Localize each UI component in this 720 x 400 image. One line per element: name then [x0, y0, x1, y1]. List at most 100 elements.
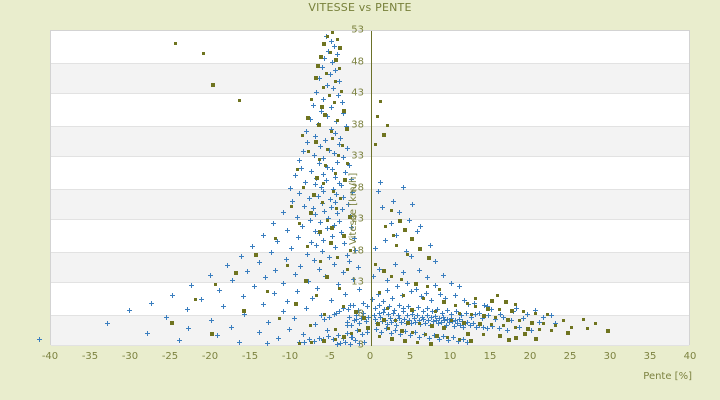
x-tick-label: 25	[564, 351, 577, 362]
data-point-blue	[377, 303, 382, 308]
data-point-blue	[343, 292, 348, 297]
data-point-blue	[514, 306, 519, 311]
data-point-olive	[498, 308, 501, 311]
data-point-olive	[322, 42, 326, 46]
data-point-blue	[392, 308, 397, 313]
data-point-blue	[303, 180, 308, 185]
data-point-blue	[261, 302, 266, 307]
data-point-olive	[320, 105, 324, 109]
data-point-blue	[401, 306, 406, 311]
data-point-olive	[306, 116, 310, 120]
data-point-blue	[149, 301, 154, 306]
y-tick-label: 8	[334, 308, 364, 319]
y-tick-label: 48	[334, 56, 364, 67]
data-point-blue	[318, 220, 323, 225]
data-point-blue	[321, 172, 326, 177]
data-point-blue	[416, 305, 421, 310]
data-point-blue	[339, 230, 344, 235]
data-point-blue	[185, 307, 190, 312]
data-point-olive	[324, 164, 327, 167]
data-point-blue	[489, 307, 494, 312]
data-point-blue	[482, 303, 487, 308]
y-tick-label: 13	[334, 277, 364, 288]
data-point-blue	[438, 292, 443, 297]
data-point-blue	[285, 299, 290, 304]
data-point-blue	[275, 239, 280, 244]
data-point-blue	[419, 294, 424, 299]
x-tick-label: -30	[122, 351, 138, 362]
data-point-blue	[314, 176, 319, 181]
data-point-blue	[321, 238, 326, 243]
data-point-olive	[384, 225, 387, 228]
data-point-olive	[202, 52, 205, 55]
data-point-blue	[428, 243, 433, 248]
data-point-blue	[317, 161, 322, 166]
data-point-blue	[418, 224, 423, 229]
data-point-blue	[425, 306, 430, 311]
scatter-chart: VITESSE vs PENTE 3 8 13 18 23 28 33 38 43 48 53 -4…	[0, 0, 720, 400]
data-point-olive	[442, 300, 446, 304]
data-point-olive	[510, 309, 514, 313]
x-tick-label: 20	[524, 351, 537, 362]
data-point-blue	[310, 296, 315, 301]
data-point-olive	[298, 222, 301, 225]
x-tick-label: 5	[407, 351, 413, 362]
x-tick-label: 40	[684, 351, 697, 362]
data-point-blue	[373, 246, 378, 251]
data-point-olive	[346, 162, 349, 165]
data-point-blue	[271, 221, 276, 226]
data-point-blue	[383, 238, 388, 243]
data-point-blue	[261, 233, 266, 238]
data-point-olive	[434, 310, 437, 313]
data-point-blue	[433, 283, 438, 288]
data-point-blue	[357, 287, 362, 292]
data-point-blue	[250, 244, 255, 249]
data-point-blue	[241, 294, 246, 299]
data-point-olive	[318, 158, 321, 161]
data-point-olive	[378, 291, 381, 294]
y-axis-label: Vitesse [km/h]	[348, 173, 359, 245]
data-point-blue	[365, 304, 370, 309]
data-point-olive	[426, 285, 429, 288]
data-point-blue	[414, 287, 419, 292]
x-tick-label: -5	[325, 351, 335, 362]
data-point-blue	[409, 289, 414, 294]
data-point-olive	[336, 38, 339, 41]
data-point-olive	[315, 294, 318, 297]
data-point-olive	[410, 237, 414, 241]
y-tick-label: 3	[334, 340, 364, 351]
data-point-olive	[466, 302, 469, 305]
data-point-blue	[390, 296, 395, 301]
data-point-blue	[445, 308, 450, 313]
x-tick-label: 15	[484, 351, 497, 362]
data-point-blue	[332, 44, 337, 49]
data-point-olive	[310, 98, 313, 101]
x-tick-label: 30	[604, 351, 617, 362]
data-point-blue	[361, 301, 366, 306]
data-point-olive	[522, 310, 525, 313]
data-point-blue	[325, 226, 330, 231]
data-point-blue	[300, 224, 305, 229]
y-tick-label: 53	[334, 25, 364, 36]
data-point-olive	[418, 247, 422, 251]
data-point-olive	[306, 245, 309, 248]
data-point-blue	[376, 292, 381, 297]
data-point-blue	[313, 182, 318, 187]
data-point-olive	[422, 297, 425, 300]
data-point-blue	[389, 221, 394, 226]
data-point-olive	[342, 109, 346, 113]
data-point-blue	[295, 289, 300, 294]
plot-area	[50, 30, 690, 345]
x-tick-label: -15	[242, 351, 258, 362]
data-point-olive	[376, 115, 379, 118]
data-point-blue	[394, 233, 399, 238]
data-point-olive	[338, 46, 342, 50]
data-point-blue	[313, 229, 318, 234]
grid-band	[51, 315, 689, 347]
data-point-olive	[334, 172, 337, 175]
data-point-blue	[308, 117, 313, 122]
data-point-olive	[454, 304, 457, 307]
data-point-blue	[429, 298, 434, 303]
data-point-blue	[221, 304, 226, 309]
data-point-olive	[238, 99, 241, 102]
